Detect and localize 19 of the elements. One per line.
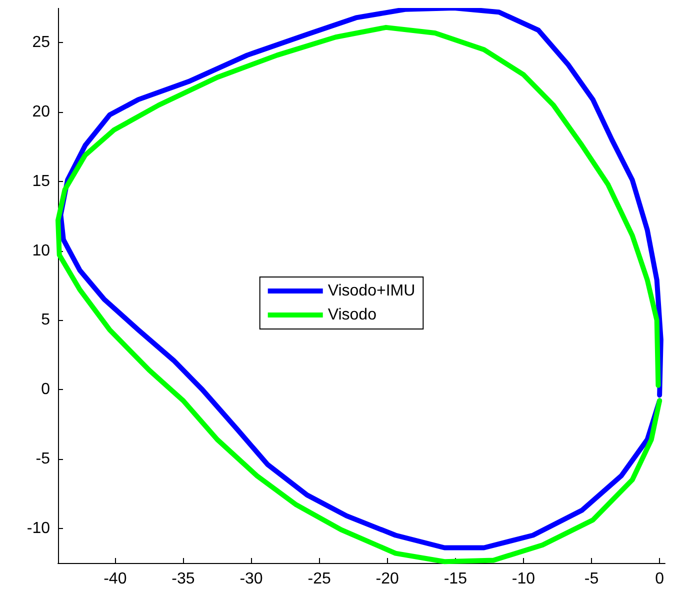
x-tick-label: -20 bbox=[376, 570, 400, 588]
y-tick-label: 20 bbox=[32, 104, 50, 121]
legend-label: Visodo+IMU bbox=[328, 282, 416, 300]
y-tick-label: 15 bbox=[32, 172, 50, 190]
x-tick-label: -15 bbox=[444, 570, 468, 588]
x-tick-label: -25 bbox=[308, 570, 331, 588]
y-tick-label: 0 bbox=[41, 381, 50, 398]
x-tick-label: -30 bbox=[240, 570, 263, 588]
y-tick-label: 25 bbox=[32, 34, 50, 52]
x-tick-label: -10 bbox=[512, 570, 536, 588]
x-tick-label: -35 bbox=[172, 570, 195, 588]
y-tick-label: -5 bbox=[36, 450, 50, 468]
y-tick-label: 10 bbox=[32, 242, 50, 260]
y-tick-label: -10 bbox=[26, 520, 50, 537]
legend-label: Visodo bbox=[328, 306, 377, 324]
x-tick-label: 0 bbox=[655, 570, 664, 588]
x-tick-label: -5 bbox=[584, 570, 599, 588]
y-tick-label: 5 bbox=[41, 312, 50, 329]
x-tick-label: -40 bbox=[104, 570, 127, 588]
